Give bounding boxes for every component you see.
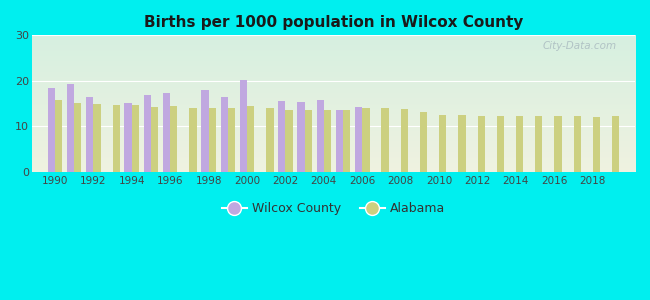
Legend: Wilcox County, Alabama: Wilcox County, Alabama <box>217 197 450 220</box>
Bar <box>382 108 389 172</box>
Bar <box>202 90 209 172</box>
Bar <box>400 109 408 172</box>
Bar <box>278 101 285 172</box>
Bar <box>336 110 343 172</box>
Bar <box>612 116 619 172</box>
Bar <box>573 116 581 172</box>
Bar <box>355 107 362 172</box>
Bar <box>305 110 312 172</box>
Bar <box>317 100 324 172</box>
Bar <box>151 107 159 172</box>
Bar <box>593 117 600 172</box>
Bar <box>163 93 170 172</box>
Bar <box>74 103 81 172</box>
Bar <box>227 108 235 172</box>
Title: Births per 1000 population in Wilcox County: Births per 1000 population in Wilcox Cou… <box>144 15 523 30</box>
Bar <box>516 116 523 172</box>
Bar <box>247 106 254 172</box>
Bar <box>125 103 132 172</box>
Bar <box>112 104 120 172</box>
Bar <box>266 108 274 172</box>
Bar <box>132 104 139 172</box>
Bar <box>554 116 562 172</box>
Bar <box>94 103 101 172</box>
Bar <box>439 115 447 172</box>
Bar <box>324 110 331 172</box>
Bar <box>144 95 151 172</box>
Bar <box>285 110 293 172</box>
Bar <box>209 108 216 172</box>
Text: City-Data.com: City-Data.com <box>543 41 617 51</box>
Bar <box>535 116 542 172</box>
Bar <box>478 116 485 172</box>
Bar <box>458 115 465 172</box>
Bar <box>47 88 55 172</box>
Bar <box>189 108 197 172</box>
Bar <box>420 112 427 172</box>
Bar <box>170 106 177 172</box>
Bar <box>343 110 350 172</box>
Bar <box>67 85 74 172</box>
Bar <box>86 97 94 172</box>
Bar <box>55 100 62 172</box>
Bar <box>220 97 228 172</box>
Bar <box>497 116 504 172</box>
Bar <box>240 80 247 172</box>
Bar <box>297 102 305 172</box>
Bar <box>362 108 370 172</box>
